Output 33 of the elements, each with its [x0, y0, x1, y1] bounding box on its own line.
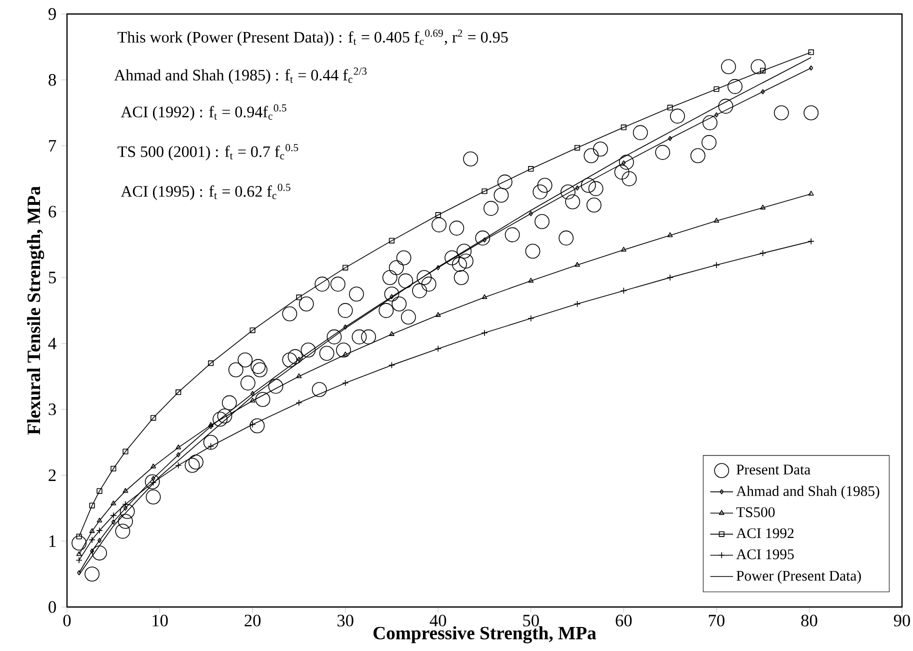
x-tick-label: 20: [244, 614, 261, 626]
annotation: ACI (1992) : f$_{t}$ = 0.94f$_{c}$0.5: [120, 104, 286, 121]
x-tick-label: 10: [152, 614, 168, 626]
y-tick-label: 2: [48, 469, 56, 481]
annotation: This work (Power (Present Data)) : f$_{t}$ = 0.405 f$_{c}$$^{0.69}$, r$^{2}$ = 0.95: [118, 30, 508, 46]
annotation: Ahmad and Shah (1985) : f$_{t}$ = 0.44 f$_{c}$2/3: [114, 68, 367, 84]
legend-label: ACI 1992: [736, 528, 794, 538]
y-axis-title: Flexural Tensile Strength, MPa: [27, 186, 44, 435]
x-tick-label: 80: [801, 614, 818, 626]
x-tick-label: 0: [63, 614, 71, 626]
legend-label: Power (Present Data): [736, 570, 861, 584]
legend-label: Ahmad and Shah (1985): [736, 486, 880, 500]
y-tick-label: 6: [48, 206, 56, 218]
y-tick-label: 4: [48, 338, 56, 350]
annotation: ACI (1995) : f$_{t}$ = 0.62 f$_{c}$0.5: [120, 184, 290, 200]
legend-label: Present Data: [736, 464, 810, 475]
legend-label: ACI 1995: [736, 549, 794, 560]
x-tick-label: 90: [894, 614, 910, 626]
y-tick-label: 1: [49, 535, 56, 547]
y-tick-label: 9: [48, 8, 56, 20]
y-tick-label: 5: [48, 272, 56, 284]
x-tick-label: 50: [523, 614, 539, 626]
y-tick-label: 0: [48, 601, 56, 613]
y-tick-label: 7: [49, 140, 56, 152]
x-tick-label: 40: [430, 614, 446, 626]
x-tick-label: 70: [708, 614, 724, 626]
x-tick-label: 60: [616, 614, 632, 626]
x-tick-label: 30: [338, 614, 354, 626]
legend-label: TS500: [736, 507, 775, 518]
annotation: TS 500 (2001) : f$_{t}$ = 0.7 f$_{c}$0.5: [118, 144, 298, 160]
x-axis-title: Compressive Strength, MPa: [374, 626, 596, 644]
y-tick-label: 8: [48, 74, 56, 86]
y-tick-label: 3: [48, 404, 56, 416]
